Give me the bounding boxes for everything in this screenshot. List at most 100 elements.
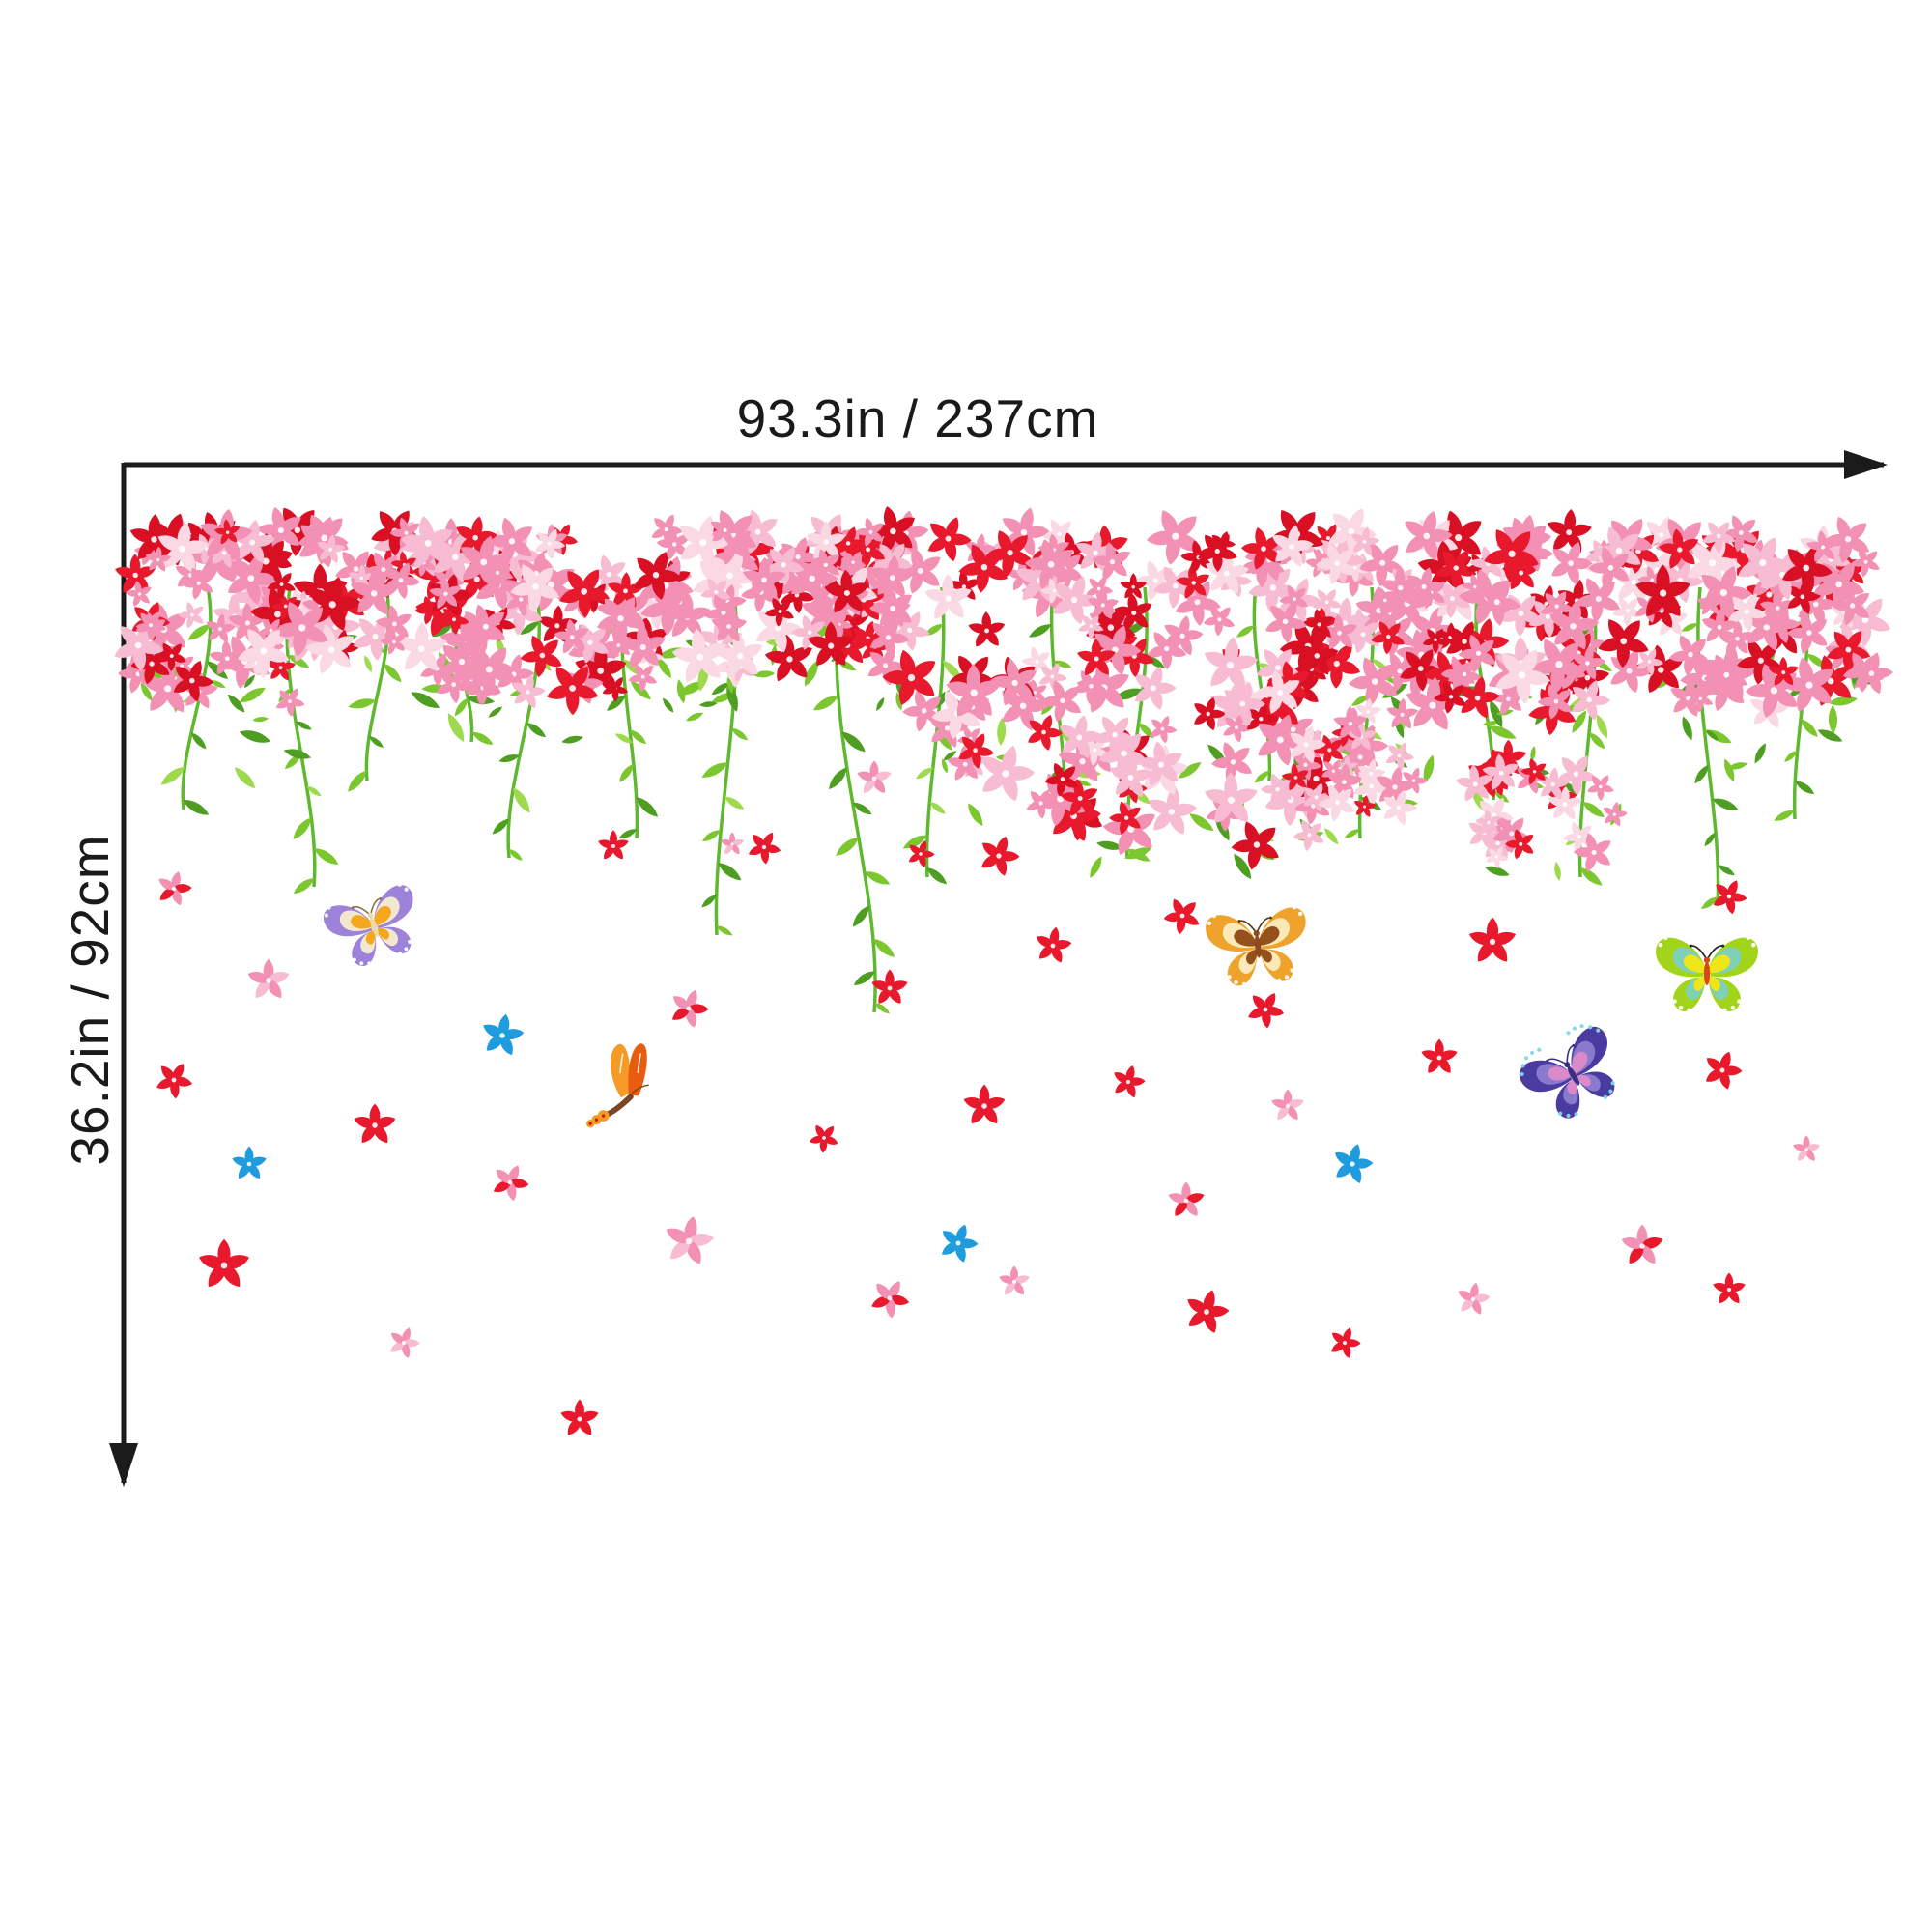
flower <box>400 516 453 569</box>
width-dimension-label: 93.3in / 237cm <box>736 388 1099 448</box>
flower <box>1148 786 1197 835</box>
leaf-icon <box>968 803 983 827</box>
leaf-icon <box>731 727 749 741</box>
leaf-icon <box>895 692 903 711</box>
flower <box>1636 648 1664 676</box>
leaf-icon <box>447 713 465 742</box>
flower <box>1699 566 1752 621</box>
flower <box>1093 625 1142 675</box>
flower <box>1114 1065 1146 1098</box>
flower <box>351 568 399 615</box>
leaf-icon <box>239 687 266 703</box>
flower <box>968 611 1006 647</box>
flower <box>1537 684 1572 720</box>
flower <box>1203 605 1236 637</box>
leaf-icon <box>283 749 312 759</box>
flower <box>942 1224 979 1263</box>
flower <box>1603 801 1628 827</box>
leaf-icon <box>210 680 226 688</box>
flower <box>1486 846 1509 869</box>
flower <box>1787 611 1828 654</box>
flower <box>985 530 1033 578</box>
flower <box>1333 706 1368 739</box>
flower <box>1668 635 1711 676</box>
flower <box>1204 772 1258 823</box>
flower <box>1371 621 1406 655</box>
flower <box>237 629 290 679</box>
flower <box>273 602 328 657</box>
flower <box>156 1064 193 1099</box>
flower <box>227 553 278 605</box>
flower <box>1587 775 1614 802</box>
flower <box>206 613 236 643</box>
flower <box>1621 1224 1663 1264</box>
leaf-icon <box>287 654 310 668</box>
leaf-icon <box>454 697 469 717</box>
leaf-icon <box>718 863 742 881</box>
leaf-icon <box>874 1003 890 1014</box>
leaf-icon <box>252 717 270 723</box>
flower <box>1548 786 1582 820</box>
leaf-icon <box>726 676 734 694</box>
leaf-icon <box>711 682 730 696</box>
flower <box>1572 680 1610 721</box>
flower <box>1194 696 1226 731</box>
flower <box>1098 731 1149 780</box>
flower <box>1484 529 1539 583</box>
leaf-icon <box>836 837 859 856</box>
leaf-icon <box>364 655 372 673</box>
leaf-icon <box>1718 865 1735 876</box>
butterfly-icon <box>586 1043 649 1128</box>
flower <box>1357 758 1386 787</box>
flower <box>396 622 447 671</box>
leaf-icon <box>941 758 948 774</box>
butterfly-icon <box>1519 1024 1615 1119</box>
flower <box>628 664 658 693</box>
leaf-icon <box>872 938 895 957</box>
leaf-icon <box>852 802 872 815</box>
flower <box>231 520 275 563</box>
leaf-icon <box>243 674 256 688</box>
leaf-icon <box>636 797 659 817</box>
flower <box>1204 637 1259 691</box>
flower <box>634 552 682 600</box>
flower <box>1701 608 1739 644</box>
flower <box>493 1165 529 1202</box>
leaf-icon <box>1828 704 1837 734</box>
flower <box>1505 829 1534 860</box>
flower <box>1150 715 1178 744</box>
butterfly-icon <box>324 880 413 967</box>
flower <box>1806 530 1838 562</box>
flower <box>267 571 296 600</box>
flower <box>990 659 1037 706</box>
leaf-icon <box>1681 623 1698 632</box>
flower <box>824 569 869 613</box>
leaf-icon <box>471 731 494 745</box>
flower <box>764 598 794 627</box>
leaf-icon <box>1236 625 1255 638</box>
flower <box>963 1084 1006 1124</box>
flower <box>1813 562 1864 611</box>
flower <box>1260 773 1292 807</box>
flower <box>1088 588 1119 619</box>
leaf-icon <box>1351 695 1370 706</box>
flower <box>1293 819 1324 851</box>
flower <box>1495 649 1551 704</box>
flower <box>1738 537 1791 591</box>
leaf-icon <box>1682 716 1692 741</box>
flower <box>1435 550 1477 590</box>
flower <box>214 519 241 545</box>
flower <box>182 567 213 600</box>
flower <box>1563 822 1594 853</box>
leaf-icon <box>187 624 211 640</box>
leaf-icon <box>607 695 626 711</box>
leaf-icon <box>1694 764 1709 784</box>
leaf-icon <box>314 848 339 865</box>
leaf-icon <box>1344 829 1360 838</box>
flower <box>157 522 210 574</box>
flower <box>1422 628 1449 654</box>
leaf-icon <box>1572 710 1587 733</box>
flower <box>462 604 505 649</box>
leaf-icon <box>492 818 510 835</box>
flower <box>560 1399 599 1435</box>
